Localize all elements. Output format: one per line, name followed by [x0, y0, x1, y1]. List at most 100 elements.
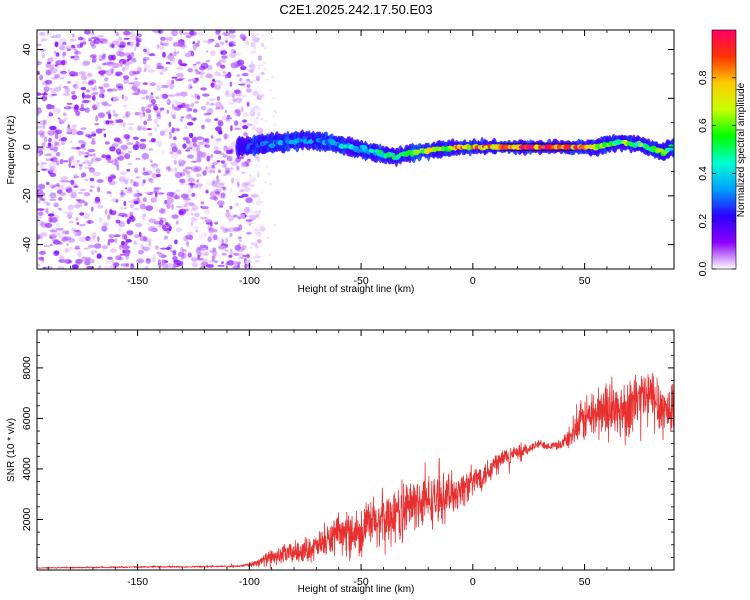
spectrogram-noise-blob: [223, 146, 227, 151]
spectrogram-noise-blob: [169, 52, 173, 56]
spectrogram-noise-blob: [125, 263, 129, 268]
spectrogram-noise-blob: [48, 183, 54, 187]
spectrogram-noise-blob: [145, 108, 152, 114]
spectrogram-noise-blob: [76, 229, 82, 236]
spectrogram-noise-blob: [45, 168, 52, 171]
spectrogram-noise-blob: [84, 259, 91, 266]
snr-x-tick-label: 0: [470, 576, 476, 588]
spectrogram-noise-blob: [77, 199, 85, 204]
spectrogram-noise-blob: [156, 112, 161, 117]
spectrogram-noise-blob: [179, 183, 188, 186]
spectrogram-noise-blob: [194, 166, 202, 172]
spectrogram-noise-blob: [183, 32, 191, 35]
spectrogram-noise-blob: [185, 114, 193, 120]
spectrogram-noise-blob: [111, 143, 119, 148]
spectrogram-noise-blob: [72, 228, 77, 235]
spectrogram-noise-blob: [209, 191, 218, 198]
spectrogram-noise-blob: [128, 263, 131, 266]
spectrogram-noise-blob: [37, 216, 43, 219]
spectrogram-noise-blob: [187, 182, 196, 186]
spectrogram-noise-blob: [209, 102, 215, 106]
spectrogram-noise-blob: [191, 117, 197, 121]
spectrogram-noise-blob: [83, 192, 91, 197]
spectrogram-noise-blob: [253, 79, 256, 82]
spectrogram-noise-blob: [115, 156, 120, 163]
colorbar-label: Normalized spectral amplitude: [736, 82, 747, 217]
spectrogram-noise-blob: [214, 84, 222, 91]
spectrogram-noise-blob: [103, 102, 109, 107]
spectrogram-noise-blob: [250, 41, 256, 48]
spectrogram-noise-blob: [213, 150, 222, 154]
spectrogram-noise-blob: [159, 46, 164, 50]
spectrogram-noise-blob: [204, 113, 212, 115]
spectrogram-noise-blob: [49, 125, 57, 131]
spectrogram-noise-blob: [229, 52, 237, 58]
spectrogram-noise-blob: [51, 210, 55, 214]
spectrogram-noise-blob: [64, 107, 72, 111]
spectrogram-noise-blob: [254, 86, 262, 92]
spectrogram-noise-blob: [124, 64, 130, 70]
spectrogram-noise-blob: [73, 175, 80, 179]
spectrogram-noise-blob: [153, 221, 161, 225]
spectrogram-noise-blob: [97, 34, 104, 38]
spectrogram-noise-blob: [217, 35, 222, 40]
spectrogram-noise-blob: [239, 252, 245, 258]
spectrogram-noise-blob: [260, 71, 265, 76]
spectrogram-noise-blob: [98, 93, 104, 98]
spectrogram-noise-blob: [111, 175, 117, 179]
spectrogram-noise-blob: [41, 198, 46, 202]
spectrogram-noise-blob: [71, 227, 74, 232]
spectrogram-noise-blob: [222, 71, 227, 74]
spectrogram-noise-blob: [93, 243, 102, 249]
spectrogram-noise-blob: [250, 49, 257, 54]
spectrogram-noise-blob: [205, 180, 213, 187]
spectrogram-noise-blob: [245, 259, 252, 265]
spectrogram-noise-blob: [84, 151, 90, 155]
spectrogram-noise-blob: [134, 167, 139, 174]
spectrogram-noise-blob: [175, 205, 183, 208]
spectrogram-noise-blob: [245, 197, 253, 204]
spectrogram-noise-blob: [148, 218, 156, 224]
spectrogram-noise-blob: [161, 261, 165, 266]
spectrogram-noise-blob: [95, 158, 102, 162]
spectrogram-noise-blob: [123, 134, 131, 139]
spectrogram-noise-blob: [254, 164, 261, 169]
spectrogram-noise-blob: [173, 263, 177, 266]
spectrogram-noise-blob: [70, 192, 77, 199]
spectrogram-noise-blob: [84, 160, 91, 164]
spectrogram-noise-blob: [129, 203, 135, 209]
spectrogram-noise-blob: [224, 74, 228, 79]
spectrogram-noise-blob: [200, 105, 207, 111]
spectrogram-noise-blob: [69, 140, 73, 143]
spectrogram-noise-blob: [107, 256, 113, 260]
spectrogram-noise-blob: [50, 63, 55, 68]
spectrogram-noise-blob: [154, 110, 162, 114]
spectrogram-noise-blob: [78, 71, 86, 75]
spectrogram-noise-blob: [241, 181, 248, 187]
spectrogram-noise-blob: [230, 187, 233, 194]
spectrogram-noise-blob: [231, 92, 235, 99]
spectrogram-noise-blob: [219, 182, 225, 186]
spectrogram-noise-blob: [37, 189, 44, 195]
spectrogram-noise-blob: [135, 42, 140, 47]
spectrogram-noise-blob: [127, 123, 135, 126]
spectrogram-noise-blob: [250, 108, 256, 113]
spectrogram-noise-blob: [69, 74, 76, 77]
spectrogram-noise-blob: [211, 161, 219, 166]
spectrogram-noise-blob: [113, 113, 119, 117]
spectrogram-noise-blob: [204, 209, 211, 215]
spectrogram-noise-blob: [173, 172, 177, 176]
spectrogram-noise-blob: [81, 151, 84, 155]
spectrogram-noise-blob: [143, 63, 152, 70]
spectrogram-noise-blob: [196, 136, 204, 140]
spectrogram-noise-blob: [133, 200, 139, 205]
spectrogram-noise-blob: [230, 49, 236, 54]
spectrogram-noise-blob: [161, 224, 166, 230]
spectrogram-noise-blob: [108, 234, 115, 239]
spectrogram-noise-blob: [242, 113, 250, 118]
spectrogram-noise-blob: [206, 108, 214, 115]
spectrogram-noise-blob: [241, 72, 249, 77]
spectrogram-noise-blob: [80, 144, 86, 148]
spectrogram-noise-blob: [57, 242, 63, 245]
spectrogram-noise-blob: [58, 118, 62, 125]
